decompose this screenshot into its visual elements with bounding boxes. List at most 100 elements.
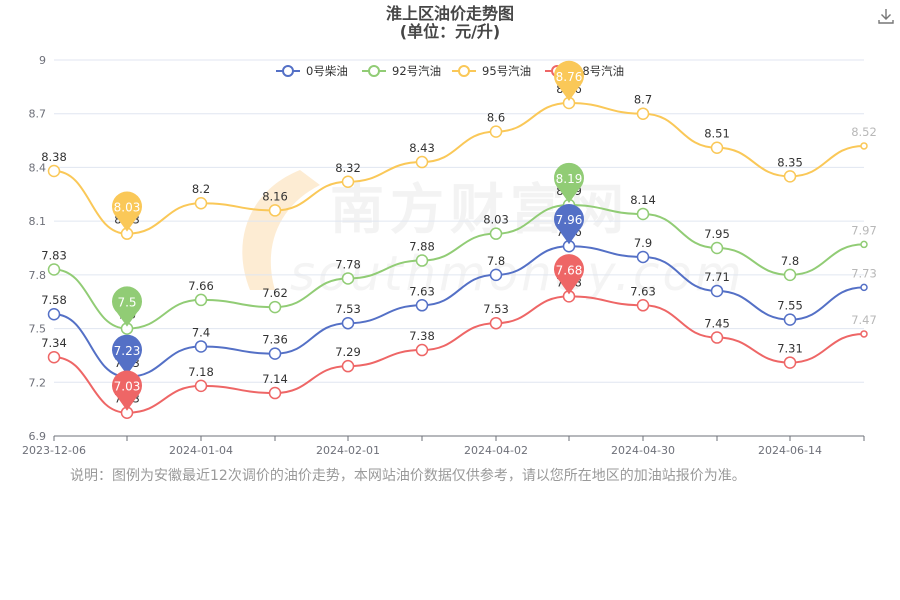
pin-label: 7.03	[114, 380, 141, 394]
y-tick-label: 7.8	[29, 269, 47, 282]
data-point	[415, 343, 429, 357]
data-label: 7.95	[704, 227, 730, 241]
data-label: 8.52	[851, 125, 877, 139]
pin-shape	[554, 60, 584, 101]
pin-label: 8.03	[114, 201, 141, 215]
data-point	[710, 284, 724, 298]
legend-marker	[368, 65, 380, 77]
data-point	[489, 316, 503, 330]
pin-label: 7.96	[556, 213, 583, 227]
y-tick-label: 8.7	[29, 108, 47, 121]
pin-label: 8.76	[556, 70, 583, 84]
data-point	[47, 263, 61, 276]
data-label: 7.29	[335, 345, 361, 359]
pin-shape	[554, 254, 584, 295]
data-point	[860, 330, 868, 338]
data-point	[860, 142, 868, 150]
data-point	[194, 340, 208, 353]
x-tick-label: 2023-12-06	[22, 444, 86, 457]
data-label: 7.88	[409, 240, 435, 254]
data-label: 7.8	[487, 254, 505, 268]
data-label: 7.53	[483, 302, 509, 316]
y-tick-label: 7.2	[29, 376, 47, 389]
data-label: 7.71	[704, 270, 730, 284]
marker-pin: 8.03	[112, 191, 143, 232]
data-label: 7.36	[262, 333, 288, 347]
data-label: 7.78	[335, 257, 361, 271]
data-label: 7.73	[851, 266, 877, 280]
x-tick-label: 2024-04-02	[464, 444, 528, 457]
data-point	[268, 386, 282, 400]
x-tick-label: 2024-06-14	[758, 444, 822, 457]
data-label: 7.97	[851, 223, 877, 237]
marker-pin: 7.5	[112, 286, 143, 327]
legend-item[interactable]: 92号汽油	[362, 64, 441, 78]
data-label: 7.55	[777, 299, 803, 313]
pin-label: 7.68	[556, 263, 583, 277]
y-tick-label: 7.5	[29, 323, 47, 336]
data-point	[860, 283, 868, 292]
data-point	[415, 254, 429, 267]
legend-label: 92号汽油	[392, 64, 441, 78]
data-point	[194, 293, 208, 307]
data-point	[47, 307, 61, 321]
pin-shape	[112, 334, 143, 375]
data-point	[636, 207, 650, 221]
data-labels: 7.58 7.23 7.4 7.36 7.53 7.63 7.8 7.96 7.9 7.71 7.5…	[41, 82, 877, 406]
x-tick-label: 2024-01-04	[169, 444, 233, 457]
marker-pin: 7.03	[112, 370, 143, 411]
data-label: 7.31	[777, 342, 803, 356]
data-point	[783, 170, 797, 183]
data-label: 7.45	[704, 317, 730, 331]
pin-shape	[112, 191, 143, 232]
data-point	[194, 196, 208, 210]
marker-pin: 7.23	[112, 334, 143, 375]
x-tick-label: 2024-02-01	[316, 444, 380, 457]
series-line	[53, 101, 865, 235]
data-label: 7.9	[634, 236, 652, 250]
pin-label: 7.23	[114, 344, 141, 358]
x-tick-label: 2024-04-30	[611, 444, 675, 457]
data-label: 8.43	[409, 141, 435, 155]
legend-item[interactable]: 0号柴油	[276, 64, 348, 78]
pin-shape	[112, 286, 143, 327]
data-point	[341, 272, 355, 285]
chart-title: 淮上区油价走势图	[386, 4, 514, 23]
marker-pin: 8.76	[554, 60, 584, 101]
data-label: 8.38	[41, 150, 67, 164]
series-line	[53, 204, 865, 330]
data-label: 7.47	[851, 313, 877, 327]
data-label: 7.38	[409, 329, 435, 343]
download-icon[interactable]	[876, 6, 896, 26]
legend-label: 95号汽油	[482, 64, 531, 78]
data-point	[489, 227, 503, 240]
watermark-subtext: southmoney.com	[290, 246, 745, 302]
data-point	[47, 164, 61, 178]
data-point	[47, 350, 61, 364]
pin-label: 7.5	[117, 296, 136, 310]
data-point	[268, 300, 282, 314]
data-point	[489, 268, 503, 282]
data-point	[710, 241, 724, 255]
data-label: 7.63	[409, 284, 435, 298]
data-point	[783, 313, 797, 326]
watermark-text: 南方财富网	[330, 178, 630, 241]
data-label: 7.8	[781, 254, 799, 268]
legend-label: 0号柴油	[306, 64, 348, 78]
pin-shape	[112, 370, 143, 411]
legend-item[interactable]: 95号汽油	[452, 64, 531, 78]
data-label: 7.83	[41, 248, 67, 262]
y-tick-label: 6.9	[29, 430, 47, 443]
data-point	[636, 107, 650, 120]
data-point	[415, 299, 429, 312]
marker-pins: 7.23 7.96 7.5 8.19 8.03 8.76 7.03 7.68	[112, 60, 584, 411]
marker-pin: 7.68	[554, 254, 584, 295]
data-point	[860, 240, 868, 249]
data-point	[710, 141, 724, 154]
chart-note: 说明：图例为安徽最近12次调价的油价走势，本网站油价数据仅供参考，请以您所在地区…	[70, 468, 746, 484]
axes: 6.9 7.2 7.5 7.8 8.1 8.4 8.7 9 2023-12-06 2024-01-…	[22, 54, 865, 457]
data-point	[783, 268, 797, 282]
pin-shape	[554, 162, 584, 204]
y-tick-label: 8.4	[29, 161, 47, 174]
data-label: 8.32	[335, 161, 361, 175]
